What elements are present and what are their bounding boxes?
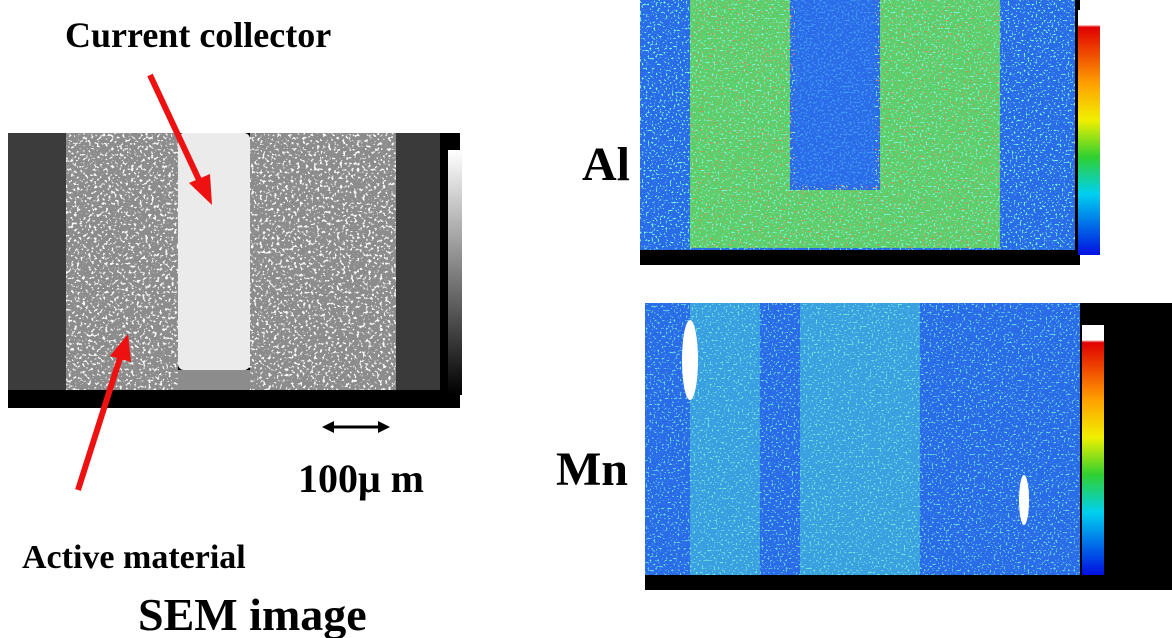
mn-map xyxy=(645,303,1172,590)
scale-label: 100μ m xyxy=(298,456,424,501)
al-map xyxy=(640,0,1100,265)
current-collector-label: Current collector xyxy=(65,15,331,55)
al-label: Al xyxy=(582,138,630,191)
scale-arrow xyxy=(322,421,390,433)
figure: Current collector Active material 100μ m… xyxy=(0,0,1172,638)
sem-caption: SEM image xyxy=(138,589,367,638)
sem-image xyxy=(8,133,462,408)
mn-label: Mn xyxy=(556,443,628,496)
active-material-label: Active material xyxy=(22,539,246,576)
